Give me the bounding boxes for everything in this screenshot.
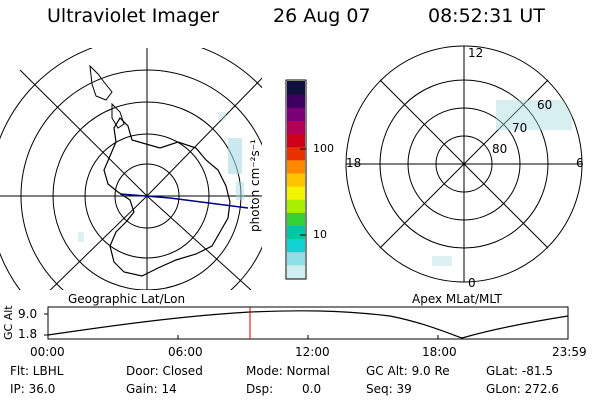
altitude-curve (47, 310, 569, 339)
colorbar-band (287, 94, 305, 108)
colorbar-band (287, 264, 305, 279)
mlt-label-18: 18 (346, 156, 362, 170)
coastline (111, 102, 125, 129)
colorbar-band (287, 81, 305, 95)
colorbar-band (287, 133, 305, 148)
glon-label: GLon: 272.6 (486, 382, 559, 396)
geographic-caption: Geographic Lat/Lon (68, 292, 186, 306)
altitude-ytick: 9.0 (18, 307, 38, 321)
altitude-xtick: 18:00 (422, 345, 457, 359)
mlt-aurora-specks (432, 100, 572, 266)
geographic-map (0, 48, 262, 290)
mlat-label-70: 70 (512, 121, 528, 135)
colorbar-band (287, 199, 305, 213)
satellite-track (119, 193, 249, 209)
colorbar-frame (285, 79, 307, 280)
instrument-title: Ultraviolet Imager (47, 5, 220, 27)
colorbar-band (287, 172, 305, 187)
mlat-label-60: 60 (537, 98, 553, 112)
time-label: 08:52:31 UT (428, 5, 545, 27)
colorbar-band (287, 238, 305, 253)
colorbar-band (287, 225, 305, 240)
altitude-xticks (47, 335, 569, 339)
door-label: Door: Closed (126, 364, 203, 378)
mlt-label-0: 0 (468, 276, 476, 290)
colorbar-band (287, 251, 305, 266)
altitude-xtick: 12:00 (295, 345, 330, 359)
altitude-xtick: 00:00 (30, 345, 65, 359)
dsp-value: 0.0 (302, 382, 322, 396)
colorbar-band (287, 159, 305, 174)
mode-label: Mode: Normal (246, 364, 330, 378)
meridian-line (49, 195, 148, 290)
colorbar-band (287, 107, 305, 121)
mlt-label-6: 6 (576, 156, 584, 170)
altitude-ylabel: GC Alt (2, 305, 15, 340)
filter-label: Flt: LBHL (10, 364, 64, 378)
aurora-specks (78, 112, 244, 242)
colorbar-band (287, 146, 305, 161)
colorbar-band (287, 212, 305, 226)
altitude-xtick: 06:00 (168, 345, 203, 359)
colorbar-tick-label: 100 (313, 142, 334, 155)
coastline (103, 117, 231, 277)
colorbar-band (287, 186, 305, 200)
mlat-label-80: 80 (492, 142, 508, 156)
altitude-ytick: 1.8 (18, 327, 38, 341)
colorbar-unit-label: photon cm⁻²s⁻¹ (248, 139, 262, 232)
colorbar-band (287, 120, 305, 135)
altitude-plot (44, 306, 569, 340)
coastline (89, 64, 113, 101)
dsp-label: Dsp: (246, 382, 274, 396)
ip-label: IP: 36.0 (10, 382, 56, 396)
colorbar-tick-label: 10 (313, 228, 327, 241)
meridian-line (146, 77, 262, 197)
seq-label: Seq: 39 (366, 382, 412, 396)
gc-alt-label: GC Alt: 9.0 Re (366, 364, 450, 378)
altitude-plot-frame (47, 306, 569, 340)
altitude-xtick: 23:59 (552, 345, 587, 359)
glat-label: GLat: -81.5 (486, 364, 553, 378)
date-label: 26 Aug 07 (273, 5, 371, 27)
meridian-line (19, 69, 148, 197)
colorbar (285, 79, 307, 280)
gain-label: Gain: 14 (126, 382, 177, 396)
meridian-line (146, 195, 252, 290)
apex-caption: Apex MLat/MLT (412, 292, 502, 306)
mlt-diagonal (379, 79, 549, 249)
mlt-label-12: 12 (468, 46, 484, 60)
mlat-mlt-plot (345, 45, 583, 283)
